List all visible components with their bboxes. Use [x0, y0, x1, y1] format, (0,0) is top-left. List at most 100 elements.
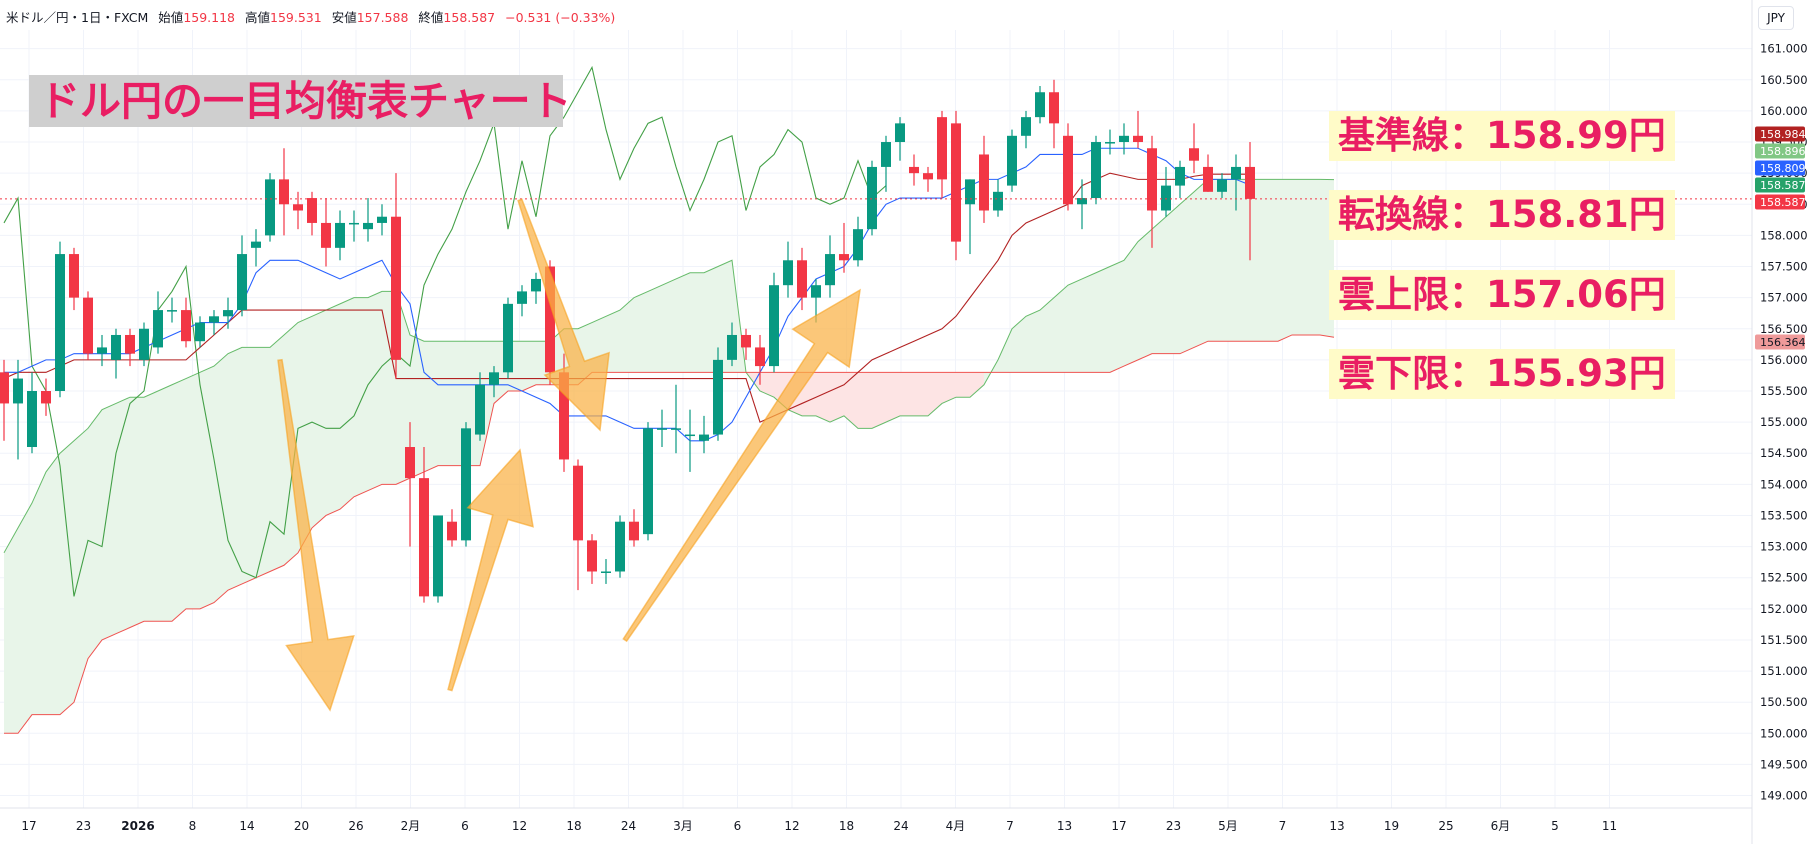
- candle: [951, 110, 961, 261]
- indicator-lines: [3, 65, 1335, 734]
- candles: [0, 79, 1752, 603]
- candle: [489, 366, 499, 398]
- candle: [1161, 166, 1171, 217]
- cloud-segment: [760, 372, 774, 398]
- candle: [629, 509, 639, 547]
- cloud-segment: [200, 366, 214, 609]
- cloud-segment: [522, 341, 536, 391]
- cloud-segment: [998, 328, 1012, 373]
- price-badge: 158.587: [1755, 177, 1806, 193]
- cloud-segment: [704, 266, 718, 373]
- price-tick-label: 153.000: [1760, 540, 1808, 554]
- candle: [769, 272, 779, 373]
- cloud-segment: [1236, 179, 1250, 342]
- cloud-segment: [60, 440, 74, 715]
- cloud-segment: [1152, 216, 1166, 354]
- time-tick-label: 2026: [121, 819, 154, 833]
- svg-text:158.587: 158.587: [1760, 196, 1806, 209]
- candle: [405, 422, 415, 547]
- cloud-lower-level-label: 雲下限：155.93円: [1329, 349, 1675, 399]
- time-tick-label: 6: [461, 819, 469, 833]
- time-axis: 17 23 2026 8 14 20 26 2月 6 12 18 24 3月 6 12 18 24 4月 7 13 17…: [0, 807, 1752, 833]
- cloud-segment: [662, 278, 676, 373]
- time-tick-label: 25: [1438, 819, 1453, 833]
- time-tick-label: 14: [239, 819, 254, 833]
- cloud-segment: [606, 310, 620, 373]
- cloud-upper-level-label: 雲上限：157.06円: [1329, 270, 1675, 320]
- cloud-segment: [1096, 266, 1110, 373]
- close-label: 終値: [418, 10, 444, 25]
- candle: [1007, 129, 1017, 192]
- cloud-segment: [914, 372, 928, 416]
- cloud-segment: [816, 372, 830, 423]
- cloud-segment: [270, 334, 284, 572]
- candle: [1217, 173, 1227, 199]
- candle: [1119, 123, 1129, 155]
- price-badge: 156.364: [1755, 334, 1806, 350]
- currency-button[interactable]: JPY: [1758, 6, 1794, 30]
- time-tick-label: 8: [189, 819, 197, 833]
- svg-text:158.587: 158.587: [1760, 179, 1806, 192]
- candle: [1147, 135, 1157, 248]
- price-tick-label: 161.000: [1760, 42, 1808, 56]
- symbol-label[interactable]: 米ドル／円・1日・FXCM: [6, 10, 149, 25]
- cloud-segment: [228, 347, 242, 591]
- cloud-segment: [410, 334, 424, 479]
- candle: [755, 334, 765, 385]
- price-tick-label: 151.000: [1760, 664, 1808, 678]
- trend-arrows: [277, 198, 861, 712]
- cloud-segment: [326, 303, 340, 516]
- candle: [1049, 79, 1059, 149]
- price-tick-label: 157.000: [1760, 291, 1808, 305]
- cloud-segment: [858, 372, 872, 429]
- cloud-segment: [1026, 310, 1040, 373]
- cloud-segment: [1208, 179, 1222, 342]
- cloud-segment: [130, 397, 144, 628]
- time-tick-label: 7: [1279, 819, 1287, 833]
- candle: [923, 166, 933, 192]
- up-arrow-1: [447, 448, 534, 692]
- candle: [881, 135, 891, 192]
- candle: [41, 378, 51, 416]
- time-tick-label: 17: [21, 819, 36, 833]
- candle: [181, 297, 191, 348]
- candle: [601, 559, 611, 584]
- candle: [139, 322, 149, 367]
- kijun-level-label: 基準線：158.99円: [1329, 111, 1675, 161]
- candle: [461, 422, 471, 547]
- cloud-segment: [1292, 179, 1306, 335]
- candle: [433, 515, 443, 603]
- candle: [1203, 154, 1213, 192]
- price-tick-label: 158.000: [1760, 228, 1808, 242]
- down-arrow-1: [277, 358, 355, 712]
- low-label: 安値: [331, 10, 357, 25]
- candle: [965, 179, 975, 255]
- price-tick-label: 156.500: [1760, 322, 1808, 336]
- candle: [699, 415, 709, 454]
- candle: [13, 359, 23, 460]
- cloud-segment: [340, 297, 354, 510]
- candle: [307, 191, 317, 236]
- candle: [349, 210, 359, 242]
- candle: [97, 334, 107, 367]
- close-value: 158.587: [443, 10, 496, 25]
- candle: [685, 409, 695, 472]
- cloud-segment: [242, 347, 256, 584]
- price-tick-label: 151.500: [1760, 633, 1808, 647]
- candle: [125, 328, 135, 367]
- candle: [83, 291, 93, 360]
- cloud-segment: [368, 291, 382, 491]
- candle: [1245, 142, 1255, 261]
- open-value: 159.118: [183, 10, 236, 25]
- candle: [55, 241, 65, 398]
- candle: [867, 160, 877, 236]
- time-tick-label: 13: [1057, 819, 1072, 833]
- up-arrow-2: [622, 288, 861, 643]
- candle: [363, 198, 373, 242]
- candle: [895, 117, 905, 161]
- candle: [909, 154, 919, 186]
- cloud-segment: [74, 428, 88, 703]
- candle: [237, 235, 247, 317]
- candle: [1091, 135, 1101, 205]
